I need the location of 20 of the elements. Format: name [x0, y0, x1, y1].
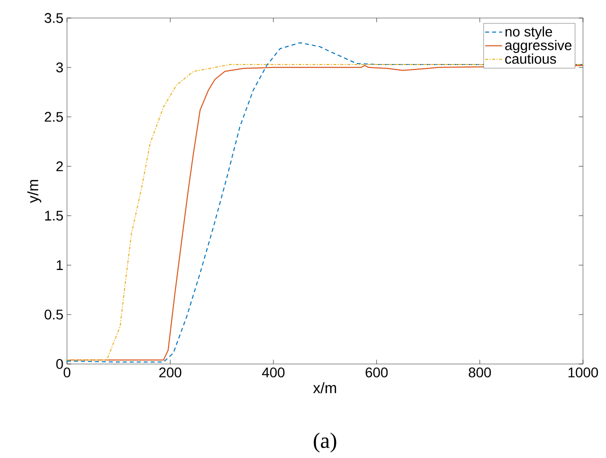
x-tick-label: 200	[159, 368, 182, 378]
y-tick-label: 2.5	[44, 112, 63, 122]
y-tick-label: 2	[56, 161, 63, 172]
x-tick-label: 400	[262, 368, 284, 378]
legend-label: no style	[506, 26, 552, 40]
y-tick-label: 1	[56, 260, 63, 270]
legend-label: aggressive	[505, 40, 572, 53]
x-tick-label: 0	[64, 368, 70, 378]
y-tick-label: 1.5	[45, 210, 63, 221]
y-tick-label: 3.5	[44, 13, 63, 23]
x-tick-label: 800	[468, 368, 491, 378]
y-tick-label: 0	[56, 359, 63, 369]
y-tick-label: 3	[56, 62, 63, 72]
text: (a)	[314, 432, 336, 452]
y-axis-title: y/m	[27, 180, 42, 204]
y-tick-label: 0.5	[44, 310, 63, 320]
legend-label: cautious	[505, 54, 556, 64]
x-tick-label: 1000	[568, 368, 598, 378]
x-tick-label: 600	[366, 368, 388, 378]
x-axis-title: x/m	[313, 382, 336, 394]
